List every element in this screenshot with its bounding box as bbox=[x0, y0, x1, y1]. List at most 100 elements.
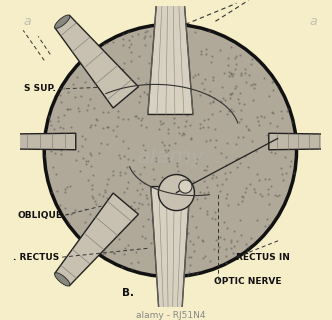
Point bbox=[182, 131, 187, 136]
Point bbox=[240, 194, 246, 199]
Point bbox=[198, 92, 203, 98]
Point bbox=[79, 133, 84, 138]
Point bbox=[121, 31, 126, 36]
Point bbox=[104, 124, 110, 130]
Point bbox=[121, 60, 126, 66]
Point bbox=[176, 124, 181, 129]
Point bbox=[182, 123, 188, 128]
Point bbox=[221, 220, 227, 225]
Point bbox=[99, 209, 105, 214]
Point bbox=[184, 222, 189, 228]
Point bbox=[274, 123, 280, 128]
Point bbox=[286, 142, 291, 148]
Point bbox=[254, 218, 259, 223]
Point bbox=[145, 216, 151, 221]
Point bbox=[100, 224, 105, 229]
Point bbox=[208, 59, 214, 64]
Point bbox=[203, 46, 208, 52]
Point bbox=[147, 33, 153, 38]
Point bbox=[222, 171, 227, 176]
Point bbox=[152, 88, 157, 93]
Point bbox=[124, 186, 130, 191]
Point bbox=[192, 249, 197, 254]
Text: alamy: alamy bbox=[136, 147, 205, 166]
Point bbox=[169, 28, 175, 33]
Point bbox=[46, 116, 51, 121]
Point bbox=[213, 174, 219, 179]
Point bbox=[200, 239, 205, 244]
Point bbox=[234, 239, 239, 244]
Point bbox=[238, 91, 243, 96]
Point bbox=[221, 236, 226, 242]
Point bbox=[186, 202, 191, 207]
Point bbox=[126, 44, 132, 49]
Point bbox=[205, 212, 210, 217]
Polygon shape bbox=[5, 133, 76, 150]
Point bbox=[247, 181, 252, 187]
Point bbox=[211, 247, 217, 252]
Point bbox=[161, 202, 166, 207]
Point bbox=[58, 147, 64, 152]
Ellipse shape bbox=[322, 134, 331, 149]
Point bbox=[271, 87, 276, 92]
Point bbox=[227, 69, 232, 74]
Point bbox=[123, 245, 128, 250]
Point bbox=[213, 137, 219, 142]
Point bbox=[239, 72, 244, 77]
Point bbox=[289, 139, 294, 144]
Point bbox=[138, 118, 144, 123]
Point bbox=[83, 161, 88, 166]
Point bbox=[118, 156, 123, 161]
Point bbox=[195, 156, 200, 162]
Point bbox=[128, 212, 133, 218]
Point bbox=[137, 172, 143, 177]
Point bbox=[228, 239, 234, 244]
Point bbox=[79, 93, 84, 99]
Point bbox=[273, 193, 278, 198]
Point bbox=[115, 108, 120, 114]
Point bbox=[284, 171, 289, 176]
Point bbox=[228, 107, 234, 112]
Point bbox=[177, 192, 182, 197]
Point bbox=[61, 85, 66, 91]
Point bbox=[50, 165, 55, 170]
Point bbox=[263, 177, 268, 182]
Point bbox=[141, 180, 146, 185]
Point bbox=[229, 91, 235, 96]
Point bbox=[93, 199, 98, 204]
Point bbox=[203, 196, 208, 201]
Point bbox=[259, 193, 265, 198]
Point bbox=[254, 115, 260, 120]
Point bbox=[227, 96, 233, 101]
Point bbox=[178, 201, 183, 206]
Point bbox=[185, 231, 190, 236]
Point bbox=[185, 208, 191, 213]
Point bbox=[198, 51, 203, 56]
Point bbox=[123, 84, 128, 89]
Point bbox=[48, 122, 53, 127]
Point bbox=[152, 37, 157, 43]
Point bbox=[100, 251, 106, 256]
Point bbox=[68, 106, 73, 111]
Point bbox=[257, 192, 262, 197]
Point bbox=[153, 220, 158, 225]
Point bbox=[265, 186, 270, 191]
Point bbox=[105, 177, 111, 182]
Point bbox=[47, 113, 52, 118]
Point bbox=[125, 116, 130, 122]
Point bbox=[66, 107, 71, 112]
Point bbox=[167, 265, 172, 270]
Point bbox=[172, 46, 177, 51]
Point bbox=[233, 53, 239, 59]
Point bbox=[261, 75, 266, 80]
Point bbox=[185, 179, 190, 184]
Point bbox=[193, 224, 198, 229]
Point bbox=[244, 248, 249, 253]
Point bbox=[243, 124, 248, 129]
Point bbox=[113, 133, 118, 139]
Point bbox=[230, 72, 236, 77]
Point bbox=[57, 202, 62, 207]
Point bbox=[128, 58, 133, 63]
Point bbox=[88, 67, 93, 72]
Point bbox=[128, 49, 134, 54]
